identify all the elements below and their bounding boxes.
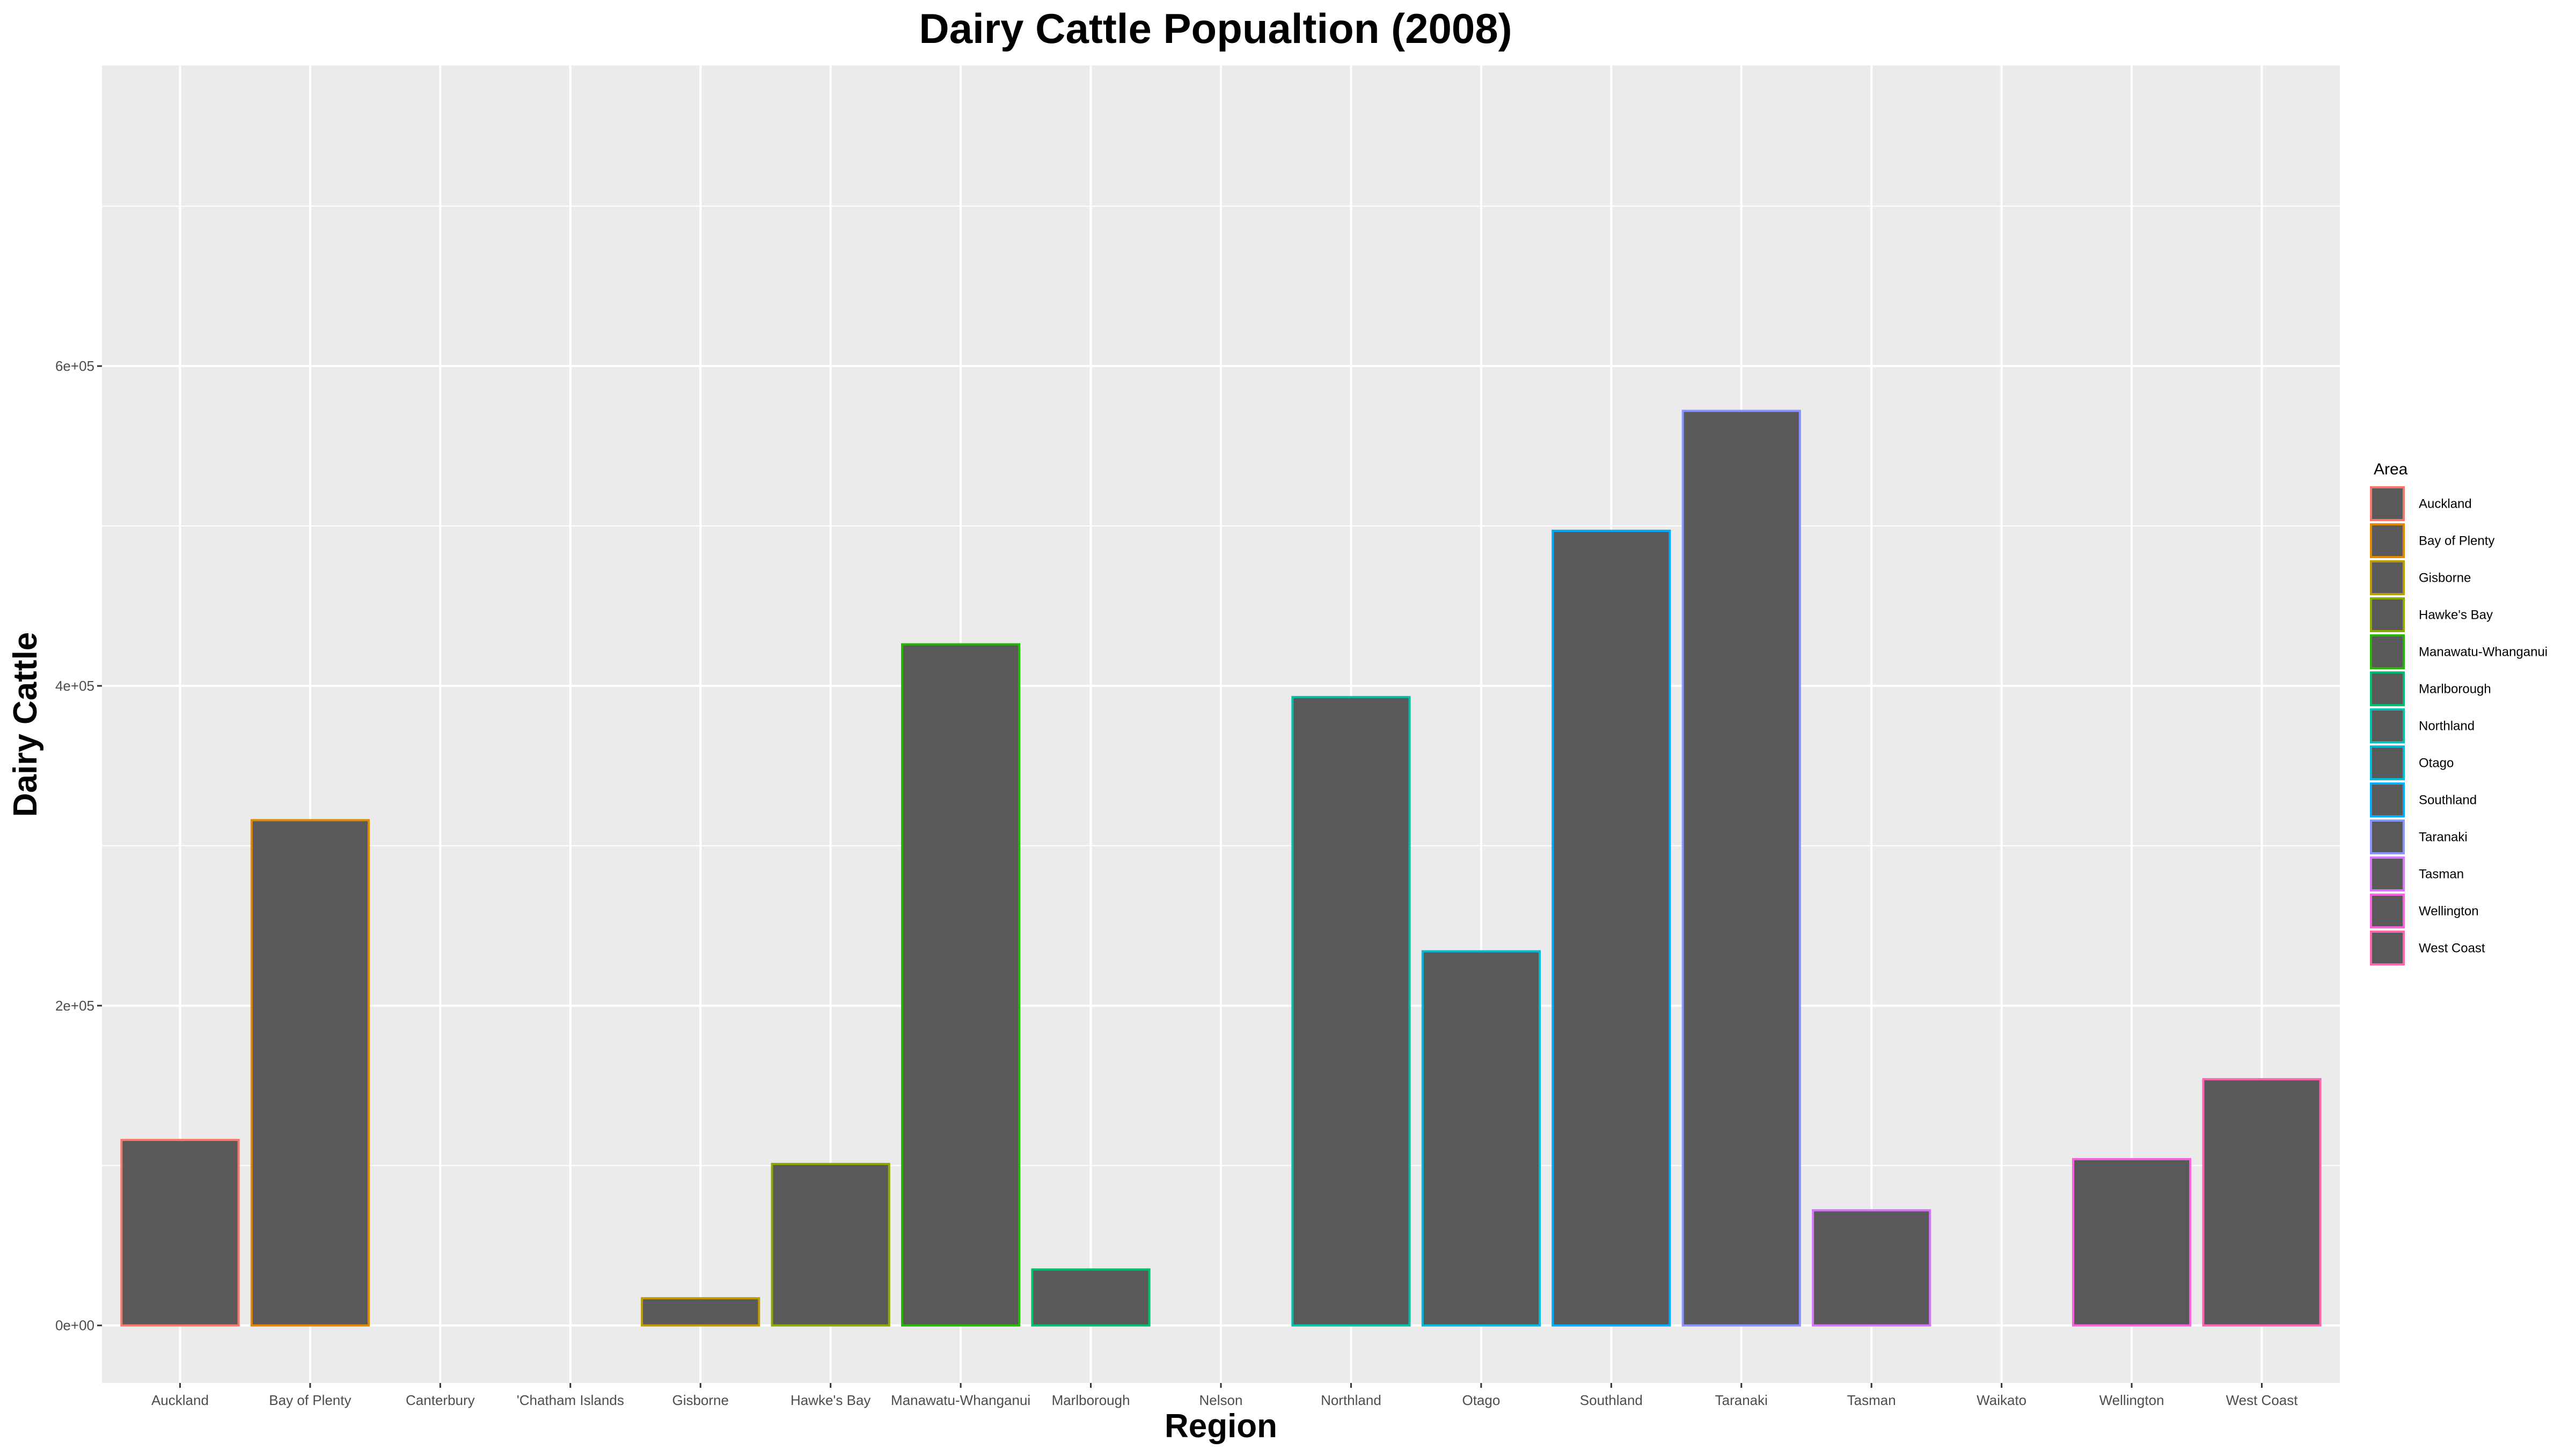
bar-bay-of-plenty xyxy=(250,819,370,1327)
legend-title: Area xyxy=(2374,460,2408,478)
legend-label: Wellington xyxy=(2419,904,2479,919)
legend-swatch xyxy=(2370,486,2405,521)
bar-marlborough xyxy=(1031,1268,1151,1327)
x-tick-label: Tasman xyxy=(1847,1392,1896,1408)
x-axis-ticks: Auckland Bay of Plenty Canterbury 'Chatham … xyxy=(151,1383,2298,1408)
legend-item: Bay of Plenty xyxy=(2370,523,2494,558)
bar-northland xyxy=(1291,696,1411,1327)
x-tick-label: Marlborough xyxy=(1052,1392,1130,1408)
legend-label: Hawke's Bay xyxy=(2419,608,2493,623)
legend-swatch xyxy=(2370,745,2405,780)
legend-item: Manawatu-Whanganui xyxy=(2370,634,2548,669)
legend-item: Auckland xyxy=(2370,486,2472,521)
x-tick-label: Gisborne xyxy=(672,1392,729,1408)
x-tick-label: Canterbury xyxy=(406,1392,475,1408)
legend-swatch xyxy=(2370,634,2405,669)
legend-item: Gisborne xyxy=(2370,560,2471,595)
legend-item: Wellington xyxy=(2370,894,2479,928)
bar-manawatu-whanganui xyxy=(901,643,1021,1327)
legend-swatch xyxy=(2370,931,2405,965)
y-axis-title: Dairy Cattle xyxy=(7,632,44,817)
bar-otago xyxy=(1421,950,1541,1327)
legend-swatch xyxy=(2370,597,2405,632)
y-tick-label: 4e+05 xyxy=(55,678,94,694)
legend-label: Otago xyxy=(2419,756,2454,771)
legend-item: Southland xyxy=(2370,782,2477,817)
legend-swatch xyxy=(2370,782,2405,817)
legend-item: Northland xyxy=(2370,708,2475,743)
x-tick-label: Northland xyxy=(1321,1392,1381,1408)
legend-label: Northland xyxy=(2419,719,2475,734)
chart-title: Dairy Cattle Popualtion (2008) xyxy=(919,5,1512,52)
legend-label: Taranaki xyxy=(2419,830,2468,845)
legend-label: West Coast xyxy=(2419,941,2485,956)
bar-wellington xyxy=(2072,1158,2192,1327)
legend: Area Auckland Bay of Plenty Gisborne Hawke'… xyxy=(2370,460,2548,965)
x-tick-label: Taranaki xyxy=(1715,1392,1768,1408)
legend-item: Otago xyxy=(2370,745,2454,780)
legend-swatch xyxy=(2370,671,2405,706)
legend-label: Marlborough xyxy=(2419,682,2491,697)
legend-swatch xyxy=(2370,819,2405,854)
x-tick-label: Manawatu-Whanganui xyxy=(891,1392,1030,1408)
legend-label: Bay of Plenty xyxy=(2419,534,2494,548)
legend-label: Southland xyxy=(2419,793,2477,808)
legend-label: Gisborne xyxy=(2419,571,2471,586)
bar-hawke-s-bay xyxy=(771,1162,890,1327)
x-tick-label: Otago xyxy=(1462,1392,1500,1408)
legend-item: Marlborough xyxy=(2370,671,2491,706)
legend-item: Tasman xyxy=(2370,857,2464,891)
legend-swatch xyxy=(2370,894,2405,928)
y-tick-label: 0e+00 xyxy=(55,1318,94,1334)
x-tick-label: Waikato xyxy=(1977,1392,2026,1408)
bars xyxy=(120,409,2322,1327)
x-axis-title: Region xyxy=(1165,1408,1277,1445)
x-tick-label: Wellington xyxy=(2099,1392,2164,1408)
y-axis-ticks: 0e+00 2e+05 4e+05 6e+05 xyxy=(55,358,102,1334)
legend-swatch xyxy=(2370,560,2405,595)
legend-label: Tasman xyxy=(2419,867,2464,882)
x-tick-label: Southland xyxy=(1580,1392,1643,1408)
bar-taranaki xyxy=(1681,409,1801,1327)
legend-item: Taranaki xyxy=(2370,819,2468,854)
x-tick-label: West Coast xyxy=(2226,1392,2299,1408)
legend-swatch xyxy=(2370,708,2405,743)
legend-label: Auckland xyxy=(2419,497,2472,511)
bar-tasman xyxy=(1812,1209,1931,1327)
y-tick-label: 6e+05 xyxy=(55,358,94,374)
bar-southland xyxy=(1552,529,1671,1327)
bar-auckland xyxy=(120,1139,240,1327)
legend-item: West Coast xyxy=(2370,931,2485,965)
legend-item: Hawke's Bay xyxy=(2370,597,2493,632)
x-tick-label: Hawke's Bay xyxy=(791,1392,870,1408)
x-tick-label: Nelson xyxy=(1199,1392,1243,1408)
x-tick-label: Auckland xyxy=(151,1392,209,1408)
legend-swatch xyxy=(2370,857,2405,891)
x-tick-label: Bay of Plenty xyxy=(269,1392,351,1408)
x-tick-label: 'Chatham Islands xyxy=(517,1392,624,1408)
bar-gisborne xyxy=(641,1297,760,1327)
bar-west-coast xyxy=(2202,1078,2322,1327)
legend-label: Manawatu-Whanganui xyxy=(2419,645,2548,660)
legend-swatch xyxy=(2370,523,2405,558)
y-tick-label: 2e+05 xyxy=(55,998,94,1014)
